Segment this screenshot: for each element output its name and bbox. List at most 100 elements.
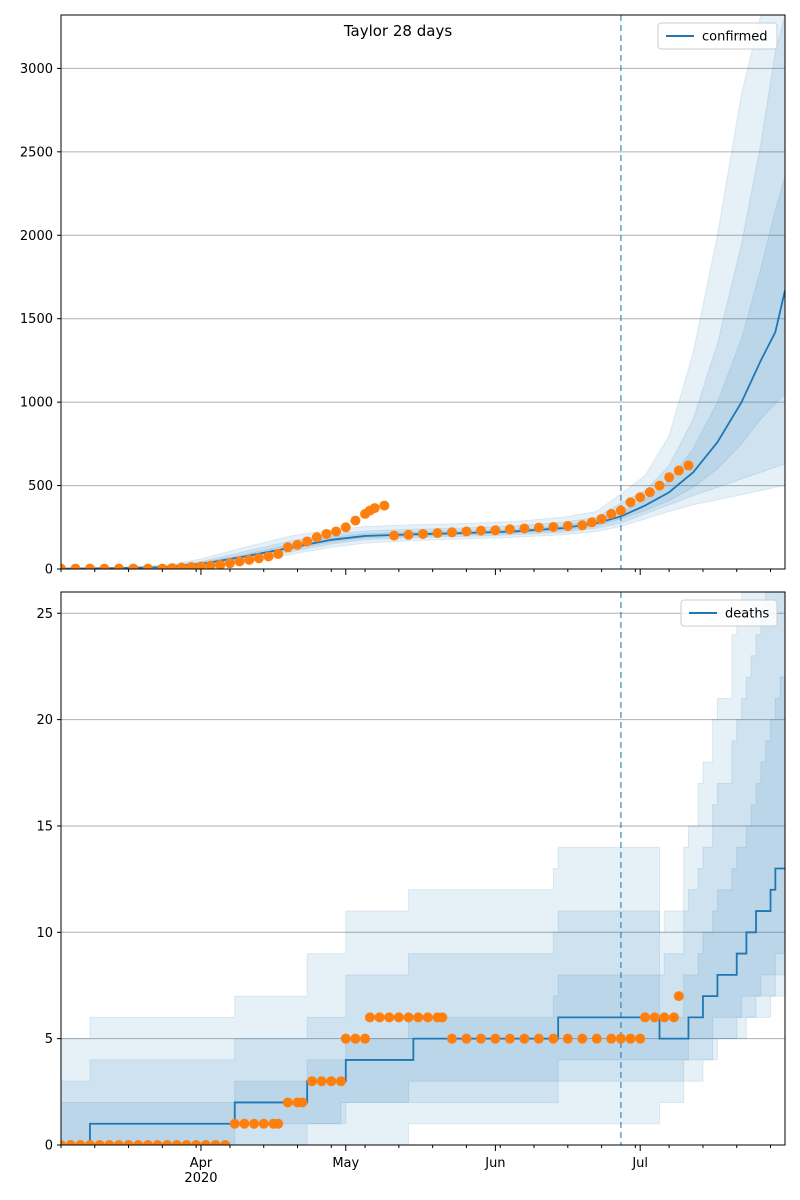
observed-point <box>142 1140 153 1145</box>
observed-point <box>186 561 197 569</box>
observed-point <box>302 536 313 547</box>
observed-point <box>311 532 322 543</box>
observed-point <box>70 563 81 569</box>
observed-point <box>577 520 588 531</box>
observed-point <box>244 554 255 565</box>
observed-point <box>369 503 380 514</box>
y-tick-label: 500 <box>28 479 53 494</box>
observed-point <box>664 472 675 483</box>
y-tick-label: 3000 <box>20 62 53 77</box>
band-outer <box>61 15 785 569</box>
observed-point <box>273 548 284 559</box>
observed-point <box>99 563 110 569</box>
observed-point <box>75 1140 86 1145</box>
observed-point <box>128 563 139 569</box>
x-tick-sublabel: 2020 <box>184 1171 217 1186</box>
observed-point <box>335 1076 346 1087</box>
observed-point <box>340 522 351 533</box>
observed-point <box>210 1140 221 1145</box>
y-tick-label: 0 <box>45 1139 53 1154</box>
band-inner <box>61 176 785 569</box>
observed-point <box>142 563 153 569</box>
observed-point <box>258 1118 269 1129</box>
legend: deaths <box>680 599 778 627</box>
observed-point <box>644 487 655 498</box>
observed-point <box>360 1033 371 1044</box>
observed-point <box>364 1012 375 1023</box>
observed-point <box>673 465 684 476</box>
observed-point <box>533 1033 544 1044</box>
observed-point <box>649 1012 660 1023</box>
observed-point <box>152 1140 163 1145</box>
observed-point <box>181 1140 192 1145</box>
observed-point <box>548 521 559 532</box>
observed-point <box>167 563 178 569</box>
observed-point <box>591 1033 602 1044</box>
x-tick-label: Jul <box>631 1156 648 1171</box>
observed-point <box>635 492 646 503</box>
observed-point <box>562 1033 573 1044</box>
observed-point <box>393 1012 404 1023</box>
observed-point <box>403 529 414 540</box>
y-tick-label: 15 <box>36 819 53 834</box>
observed-point <box>239 1118 250 1129</box>
axes-frame <box>60 591 786 1146</box>
y-tick-label: 5 <box>45 1032 53 1047</box>
observed-point <box>461 526 472 537</box>
observed-point <box>596 513 607 524</box>
observed-point <box>461 1033 472 1044</box>
observed-point <box>331 526 342 537</box>
legend: confirmed <box>657 22 778 50</box>
observed-point <box>292 539 303 550</box>
observed-point <box>253 553 264 564</box>
observed-point <box>446 1033 457 1044</box>
y-tick-label: 2500 <box>20 145 53 160</box>
observed-point <box>625 497 636 508</box>
observed-point <box>234 556 245 567</box>
observed-point <box>615 505 626 516</box>
observed-point <box>654 480 665 491</box>
observed-point <box>413 1012 424 1023</box>
observed-point <box>200 1140 211 1145</box>
observed-point <box>191 1140 202 1145</box>
band-inner <box>61 655 785 1145</box>
x-tick-label: Jun <box>484 1156 505 1171</box>
observed-point <box>562 520 573 531</box>
observed-point <box>475 525 486 536</box>
observed-point <box>157 563 168 569</box>
y-tick-label: 2000 <box>20 229 53 244</box>
observed-point <box>432 528 443 539</box>
observed-point <box>659 1012 670 1023</box>
observed-point <box>403 1012 414 1023</box>
observed-point <box>84 1140 95 1145</box>
band-outer <box>61 592 785 1145</box>
observed-point <box>379 500 390 511</box>
observed-point <box>504 1033 515 1044</box>
observed-point <box>606 1033 617 1044</box>
y-tick-label: 1500 <box>20 312 53 327</box>
band-middle <box>61 15 785 569</box>
observed-point <box>273 1118 284 1129</box>
observed-point <box>61 1140 66 1145</box>
y-tick-label: 20 <box>36 713 53 728</box>
observed-point <box>113 563 124 569</box>
y-tick-label: 0 <box>45 563 53 578</box>
observed-point <box>606 508 617 519</box>
confirmed-panel: 0 500 1000 1500 2000 2500 3000 confirmed <box>20 14 786 578</box>
observed-point <box>673 991 684 1002</box>
legend-label: confirmed <box>702 30 768 45</box>
legend-label: deaths <box>725 607 770 622</box>
y-tick-label: 25 <box>36 607 53 622</box>
observed-point <box>533 522 544 533</box>
observed-point <box>282 1097 293 1108</box>
observed-point <box>446 527 457 538</box>
legend-box <box>657 22 778 50</box>
observed-point <box>229 1118 240 1129</box>
chart-title: Taylor 28 days <box>343 22 452 40</box>
observed-point <box>615 1033 626 1044</box>
legend-box <box>680 599 778 627</box>
observed-point <box>586 517 597 528</box>
observed-point <box>374 1012 385 1023</box>
